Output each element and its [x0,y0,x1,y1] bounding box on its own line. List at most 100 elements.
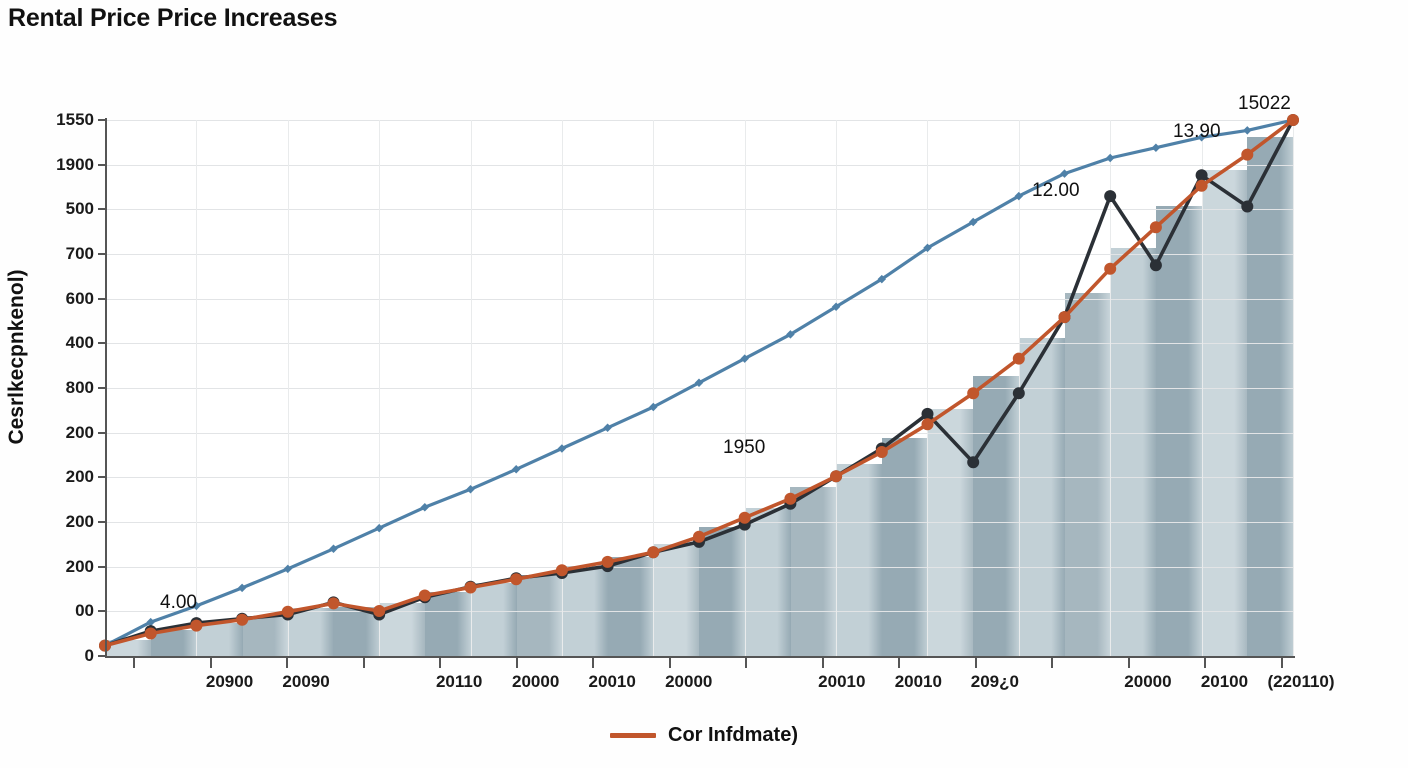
gridline-horizontal [105,566,1293,568]
background-bar [607,557,654,656]
background-bar [927,408,974,656]
data-point-marker [236,613,249,626]
x-axis-tick-mark [1204,658,1207,668]
plot-area [99,114,1299,657]
background-bar [470,583,517,656]
y-axis-tick-labels: 1550 1900 500 700 600 400 800 200 200 200 200 00 0 [28,0,94,768]
gridline-vertical [379,120,381,656]
y-axis-tick-label: 200 [65,556,94,576]
legend-line-swatch [610,733,656,738]
x-axis-line [105,656,1295,658]
gridline-horizontal [105,164,1293,166]
chart-title: Rental Price Price Increases [8,4,338,32]
data-point-marker [1149,259,1162,272]
data-point-marker [601,555,614,568]
data-point-marker [1243,126,1252,135]
data-point-marker [1058,311,1071,324]
y-axis-tick-mark [98,610,105,613]
data-point-marker [830,470,843,483]
data-point-marker [693,530,705,543]
data-point-marker [694,378,704,388]
background-bar [1064,292,1111,656]
data-point-marker [144,627,157,640]
x-axis-tick-mark [286,658,289,668]
gridline-vertical [196,120,198,656]
x-axis-tick-mark [898,658,901,668]
data-point-marker [1105,153,1115,163]
gridline-horizontal [105,254,1293,255]
y-axis-tick-label: 00 [75,601,94,621]
data-point-marker [1104,262,1117,275]
y-axis-tick-label: 700 [65,244,94,263]
x-axis-tick-mark [439,658,442,668]
background-bar [516,574,563,656]
background-bar [790,487,837,656]
background-bar [699,527,746,656]
x-axis-tick-mark [974,658,977,668]
data-label-annotation: 4.00 [160,592,197,613]
gridline-horizontal [105,120,1293,121]
data-point-marker [603,423,612,433]
data-point-marker [466,485,475,494]
gridline-vertical [1293,120,1294,656]
y-axis-line [105,118,107,658]
data-point-marker [281,605,294,618]
gridline-vertical [653,120,655,656]
gridline-horizontal [105,298,1293,300]
data-point-marker [420,503,430,512]
data-point-marker [877,274,887,284]
data-point-marker [510,573,523,586]
background-bar [1110,247,1157,656]
gridline-vertical [744,120,746,656]
data-point-marker [418,589,431,602]
x-axis-tick-mark [515,658,518,668]
y-axis-tick-label: 200 [65,467,94,487]
data-point-marker [237,583,247,593]
x-axis-tick-mark [133,658,135,668]
data-point-marker [1241,148,1254,161]
data-label-annotation: 1950 [723,437,766,458]
data-point-marker [647,546,660,559]
data-point-marker [1149,221,1162,234]
x-axis-tick-label: 20100 [1200,672,1249,691]
y-axis-tick-mark [98,253,105,255]
gridline-horizontal [105,388,1293,389]
y-axis-tick-label: 400 [65,333,94,353]
x-axis-tick-mark [362,658,365,668]
gridline-horizontal [105,611,1293,613]
y-axis-tick-label: 200 [65,512,94,531]
background-bar [196,622,243,656]
y-axis-tick-mark [98,208,105,211]
x-axis-tick-mark [209,658,212,668]
data-point-marker [875,446,888,458]
data-point-marker [557,444,567,453]
chart-legend: Cor Infdmate) [0,724,1408,747]
x-axis-tick-label: 20010 [588,672,636,691]
background-bar [744,508,791,656]
data-point-marker [464,581,477,594]
background-bar [1201,170,1248,656]
y-axis-tick-mark [98,387,105,389]
x-axis-tick-label: 20000 [665,672,713,691]
gridline-horizontal [105,432,1293,434]
x-axis-tick-label: 20090 [282,672,330,691]
data-point-marker [327,597,340,610]
data-point-marker [786,330,795,339]
x-axis-tick-mark [592,658,595,668]
y-axis-tick-label: 1550 [56,110,94,129]
y-axis-tick-mark [98,163,105,166]
x-axis-tick-label: (220110) [1267,672,1335,691]
background-bar [287,607,335,656]
gridline-vertical [1201,120,1203,656]
data-label-annotation: 15022 [1238,93,1291,114]
gridline-vertical [561,120,563,656]
data-label-annotation: 13.90 [1173,121,1221,142]
x-axis-tick-label: 20010 [818,672,866,691]
x-axis-tick-mark [745,658,748,668]
data-point-marker [1104,190,1117,203]
x-axis-tick-mark [821,658,824,668]
data-point-marker [967,387,980,400]
data-point-marker [740,354,749,363]
background-bar [1155,206,1203,656]
background-bars-layer [105,120,1293,656]
